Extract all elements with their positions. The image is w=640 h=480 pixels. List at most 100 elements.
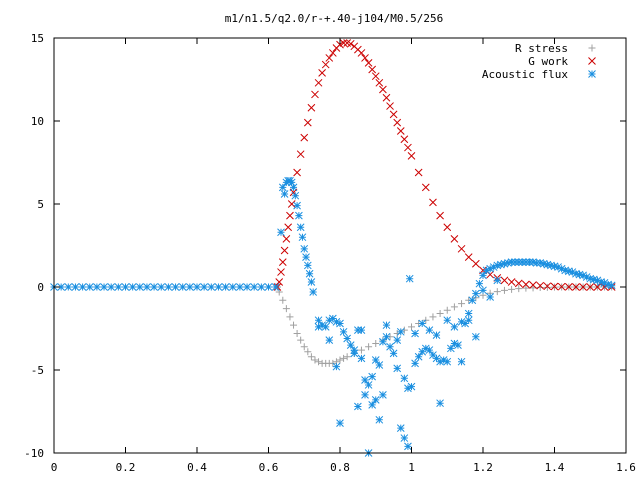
data-point (450, 322, 459, 331)
data-point (200, 283, 209, 291)
data-point (439, 356, 448, 364)
data-point (365, 343, 373, 351)
data-point (284, 223, 293, 232)
data-point (264, 283, 273, 291)
data-point (336, 319, 344, 328)
data-point (515, 285, 523, 293)
data-point (282, 305, 290, 313)
data-point (396, 127, 405, 135)
data-point (529, 281, 537, 289)
plot-area (50, 39, 616, 457)
data-point (554, 263, 562, 271)
data-point (497, 260, 505, 269)
data-point (468, 296, 477, 305)
data-point (368, 65, 377, 74)
data-point (443, 357, 452, 366)
y-tick-label: -5 (31, 364, 44, 377)
data-point (375, 361, 384, 369)
data-point (314, 316, 323, 325)
data-point (514, 258, 523, 266)
data-point (346, 39, 355, 48)
data-point (429, 198, 437, 207)
data-point (425, 346, 434, 354)
series-2 (50, 176, 616, 457)
data-point (522, 284, 530, 292)
data-point (64, 283, 73, 291)
data-point (593, 276, 602, 285)
data-point (143, 283, 151, 291)
data-point (564, 282, 573, 291)
data-point (286, 313, 294, 321)
y-tick-label: 0 (37, 281, 44, 294)
data-point (536, 259, 545, 267)
x-tick-label: 1.4 (545, 461, 565, 474)
data-point (575, 270, 584, 279)
data-point (207, 283, 216, 291)
data-point (372, 339, 380, 347)
data-point (321, 60, 330, 69)
data-point (404, 143, 412, 152)
data-point (314, 78, 323, 87)
plot-frame (53, 37, 627, 454)
data-point (321, 322, 330, 331)
data-point (421, 183, 430, 192)
data-point (250, 283, 259, 291)
data-point (379, 391, 387, 399)
data-point (464, 253, 473, 261)
data-point (303, 118, 312, 127)
data-point (371, 356, 380, 364)
data-point (361, 54, 369, 62)
data-point (271, 283, 280, 291)
data-point (407, 152, 416, 160)
data-point (289, 183, 298, 192)
data-point (293, 168, 301, 177)
data-point (328, 49, 337, 57)
data-point (489, 263, 498, 271)
data-point (418, 319, 427, 328)
x-tick-label: 0.4 (187, 461, 207, 474)
data-point (343, 353, 351, 361)
data-point (536, 281, 545, 290)
data-point (543, 282, 552, 291)
legend-marker (588, 70, 596, 78)
data-point (600, 278, 609, 287)
data-point (414, 352, 423, 361)
data-point (236, 283, 244, 291)
data-point (471, 289, 480, 298)
y-axis: -10 -5 0 5 10 15 (24, 32, 626, 460)
data-point (550, 262, 559, 271)
data-point (382, 321, 391, 330)
data-point (579, 283, 587, 291)
data-point (593, 283, 602, 291)
data-point (357, 326, 366, 335)
data-point (547, 261, 555, 270)
data-point (429, 313, 437, 321)
data-point (340, 354, 348, 362)
data-point (529, 258, 537, 266)
data-point (382, 332, 391, 341)
y-tick-label: 15 (31, 32, 44, 45)
data-point (411, 329, 419, 338)
data-point (389, 110, 398, 119)
data-point (396, 327, 405, 336)
data-point (393, 336, 402, 344)
data-point (405, 274, 414, 283)
data-point (479, 286, 487, 295)
data-point (128, 283, 137, 291)
data-point (311, 356, 319, 364)
x-tick-label: 0.8 (330, 461, 350, 474)
legend-label: R stress (515, 42, 568, 55)
data-point (121, 283, 130, 291)
data-point (325, 316, 334, 325)
data-point (354, 402, 362, 411)
series-0 (273, 283, 616, 367)
data-point (507, 258, 516, 266)
data-point (332, 362, 341, 371)
data-point (396, 424, 405, 432)
legend-marker (588, 57, 596, 65)
data-point (339, 327, 348, 336)
data-point (393, 118, 402, 127)
x-tick-label: 0.2 (116, 461, 136, 474)
data-point (514, 279, 523, 288)
